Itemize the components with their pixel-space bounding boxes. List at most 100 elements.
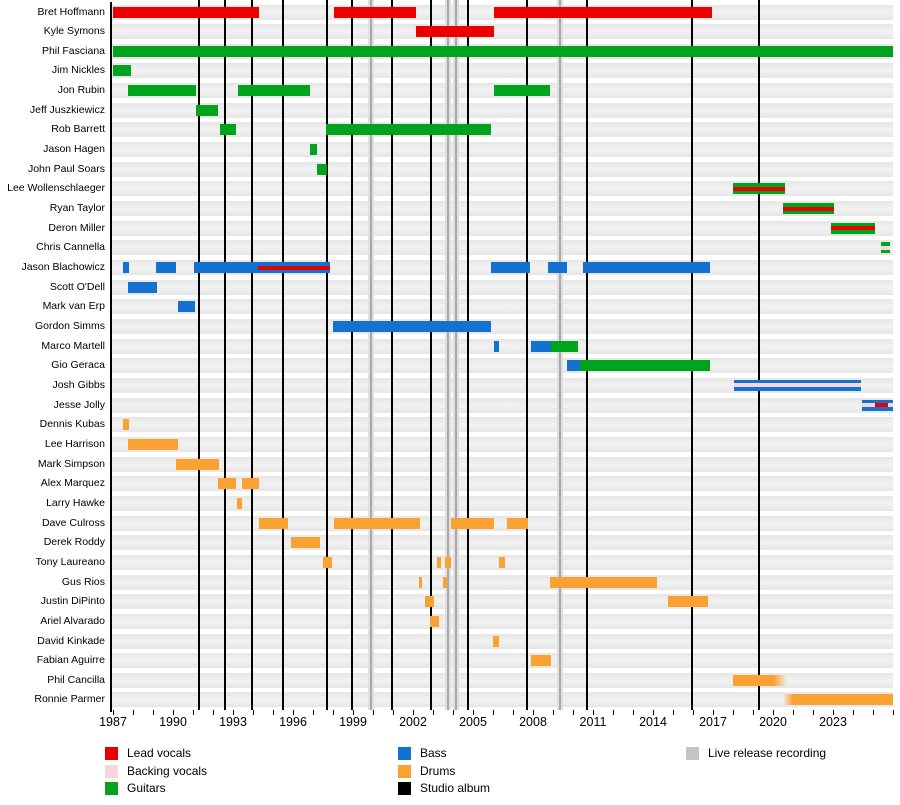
axis-year-label: 1996	[279, 715, 307, 729]
role-stripe-lead_vocals	[831, 226, 875, 231]
legend-swatch-guitars	[105, 782, 118, 795]
member-name-label: Ryan Taylor	[49, 202, 105, 215]
axis-tick	[113, 710, 114, 715]
axis-year-label: 1993	[219, 715, 247, 729]
member-name-label: Kyle Symons	[43, 25, 105, 38]
axis-year-label: 1990	[159, 715, 187, 729]
axis-tick	[393, 710, 394, 715]
bar-drums	[443, 576, 447, 588]
axis-tick	[233, 710, 234, 715]
axis-tick	[773, 710, 774, 715]
bar-drums	[436, 556, 441, 568]
bar-bass	[491, 262, 530, 274]
bar-drums	[733, 674, 787, 686]
bar-drums	[419, 576, 422, 588]
bar-drums	[430, 615, 439, 627]
axis-tick	[633, 710, 634, 715]
axis-tick	[213, 710, 214, 715]
role-stripe-backing_vocals	[734, 383, 861, 388]
bar-drums	[242, 478, 259, 490]
role-stripe-lead_vocals	[783, 206, 834, 211]
member-name-label: Jason Hagen	[43, 143, 105, 156]
bar-drums	[445, 556, 451, 568]
bar-guitars	[238, 85, 310, 97]
row-stripe	[111, 397, 893, 413]
row-stripe	[111, 456, 893, 472]
bar-guitars	[494, 85, 550, 97]
axis-tick	[173, 710, 174, 715]
axis-tick	[293, 710, 294, 715]
bar-guitars	[310, 144, 317, 156]
row-stripe	[111, 142, 893, 158]
studio-album-line	[430, 0, 432, 710]
member-name-label: Gus Rios	[61, 575, 105, 588]
studio-album-line	[467, 0, 469, 710]
axis-tick	[533, 710, 534, 715]
member-name-label: Phil Cancilla	[47, 673, 105, 686]
legend-swatch-bass	[398, 747, 411, 760]
studio-album-line	[198, 0, 200, 710]
studio-album-line	[391, 0, 393, 710]
member-name-label: Deron Miller	[48, 221, 105, 234]
row-stripe	[111, 240, 893, 256]
member-name-label: David Kinkade	[37, 634, 105, 647]
axis-tick	[413, 710, 414, 715]
axis-tick	[433, 710, 434, 715]
row-stripe	[111, 692, 893, 708]
legend-label: Bass	[420, 746, 447, 760]
bar-guitars	[326, 124, 491, 136]
row-stripe	[111, 319, 893, 334]
axis-tick	[833, 710, 834, 715]
bar-drums	[259, 517, 288, 529]
bar-drums	[128, 438, 178, 450]
axis-year-label: 1987	[99, 715, 127, 729]
row-stripe	[111, 672, 893, 688]
axis-year-label: 2005	[459, 715, 487, 729]
live-release-line	[368, 0, 374, 710]
studio-album-line	[251, 0, 253, 710]
member-name-label: Gordon Simms	[34, 320, 105, 332]
bar-bass	[734, 379, 861, 391]
studio-album-line	[224, 0, 226, 710]
legend-label: Lead vocals	[127, 746, 192, 760]
bar-bass	[193, 262, 330, 274]
member-name-label: Josh Gibbs	[52, 378, 105, 391]
member-name-label: Ariel Alvarado	[40, 614, 105, 627]
row-stripe	[111, 299, 893, 315]
bar-lead_vocals	[334, 6, 416, 18]
bar-bass	[156, 262, 176, 274]
bar-drums	[323, 556, 332, 568]
row-stripe	[111, 613, 893, 629]
axis-year-label: 2011	[579, 715, 607, 729]
role-stripe-lead_vocals	[257, 265, 330, 270]
axis-tick	[653, 710, 654, 715]
member-name-label: Jim Nickles	[51, 64, 105, 77]
studio-album-line	[351, 0, 353, 710]
row-stripe	[111, 495, 893, 511]
row-stripe	[111, 181, 893, 197]
member-name-label: Phil Fasciana	[41, 44, 105, 57]
member-name-label: Derek Roddy	[43, 536, 105, 549]
legend-label: Guitars	[127, 781, 166, 795]
bar-lead_vocals	[113, 6, 259, 18]
row-stripe	[111, 515, 893, 531]
row-stripe	[111, 63, 893, 79]
member-name-label: Dennis Kubas	[39, 418, 105, 431]
member-name-label: Bret Hoffmann	[37, 5, 105, 18]
axis-tick	[813, 710, 814, 715]
member-name-label: Dave Culross	[41, 516, 105, 529]
bar-bass	[862, 399, 893, 411]
axis-tick	[333, 710, 334, 715]
axis-year-label: 1999	[339, 715, 367, 729]
bar-bass	[494, 340, 499, 352]
member-name-label: Fabian Aguirre	[36, 654, 105, 667]
axis-tick	[733, 710, 734, 715]
role-stripe-backing_vocals	[881, 245, 890, 250]
bar-drums	[176, 458, 219, 470]
axis-tick	[193, 710, 194, 715]
member-name-label: Chris Cannella	[36, 241, 105, 254]
bar-guitars	[113, 45, 893, 57]
row-stripe	[111, 633, 893, 649]
